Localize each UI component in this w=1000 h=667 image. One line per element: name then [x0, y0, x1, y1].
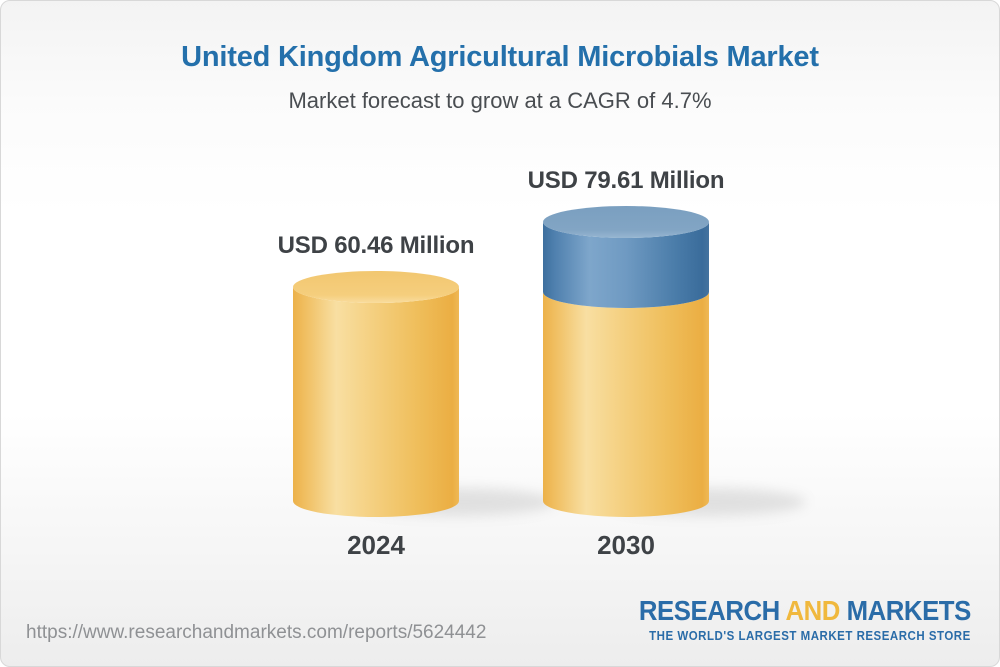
chart-subtitle: Market forecast to grow at a CAGR of 4.7… [288, 88, 712, 113]
logo-wordmark: RESEARCH AND MARKETS [639, 597, 971, 625]
logo-word-markets: MARKETS [846, 595, 972, 626]
category-label-2030: 2030 [597, 530, 655, 560]
category-label-2024: 2024 [347, 530, 405, 560]
logo-word-and: AND [785, 595, 841, 626]
chart-title: United Kingdom Agricultural Microbials M… [181, 41, 819, 73]
cylinder-2024-body [293, 287, 459, 517]
research-and-markets-logo: RESEARCH AND MARKETS THE WORLD'S LARGEST… [639, 597, 971, 644]
cylinder-2030-base-segment [543, 292, 709, 517]
cylinder-2024-top-cap [293, 271, 459, 303]
logo-word-research: RESEARCH [639, 595, 780, 626]
logo-tagline: THE WORLD'S LARGEST MARKET RESEARCH STOR… [649, 629, 971, 643]
cylinder-2030-top-cap [543, 206, 709, 238]
value-label-2030: USD 79.61 Million [527, 167, 725, 194]
cylinder-2030-growth-segment [543, 222, 709, 308]
report-url: https://www.researchandmarkets.com/repor… [26, 622, 487, 643]
value-label-2024: USD 60.46 Million [277, 232, 475, 259]
